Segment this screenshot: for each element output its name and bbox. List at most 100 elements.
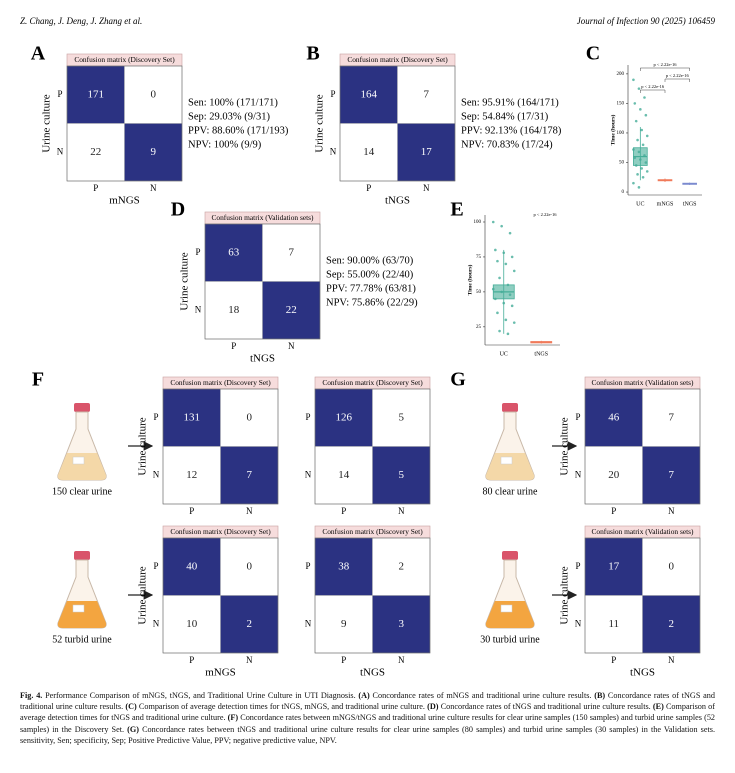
data-point bbox=[512, 321, 516, 324]
col-label: P bbox=[189, 655, 194, 665]
matrix-title: Confusion matrix (Validation sets) bbox=[591, 527, 694, 536]
col-label: P bbox=[341, 506, 346, 516]
row-label: N bbox=[575, 469, 582, 479]
caption-tag: (A) bbox=[358, 691, 370, 700]
caption-label: Fig. 4. bbox=[20, 691, 43, 700]
stat-line: Sen: 90.00% (63/70) bbox=[326, 255, 414, 266]
matrix-cell bbox=[314, 388, 373, 447]
data-point bbox=[633, 102, 637, 105]
data-point bbox=[508, 293, 512, 296]
matrix-title: Confusion matrix (Discovery Set) bbox=[322, 527, 423, 536]
matrix-cell bbox=[642, 537, 701, 596]
stat-line: Sep: 54.84% (17/31) bbox=[461, 111, 549, 122]
stat-line: NPV: 75.86% (22/29) bbox=[326, 297, 418, 308]
y-axis-label: Urine culture bbox=[314, 94, 326, 152]
matrix-cell bbox=[204, 281, 263, 340]
matrix-cell bbox=[124, 123, 183, 182]
cell-value: 22 bbox=[286, 304, 297, 316]
cell-value: 17 bbox=[421, 146, 433, 158]
stat-line: PPV: 77.78% (63/81) bbox=[326, 283, 416, 294]
matrix-cell bbox=[162, 595, 221, 654]
matrix-title: Confusion matrix (Validation sets) bbox=[591, 378, 694, 387]
y-tick-label: 50 bbox=[619, 161, 625, 166]
matrix-cell bbox=[584, 595, 643, 654]
y-tick-label: 200 bbox=[617, 72, 625, 77]
row-label: P bbox=[305, 412, 310, 422]
x-tick-label: UC bbox=[500, 351, 508, 357]
stat-line: Sep: 29.03% (9/31) bbox=[188, 111, 270, 122]
caption-tag: (E) bbox=[652, 702, 664, 712]
y-tick-label: 100 bbox=[474, 220, 482, 225]
matrix-cell bbox=[372, 388, 431, 447]
cell-value: 7 bbox=[424, 88, 430, 100]
matrix-title: Confusion matrix (Discovery Set) bbox=[170, 527, 271, 536]
stat-line: Sen: 100% (171/171) bbox=[188, 97, 278, 108]
caption-tag: (G) bbox=[127, 724, 139, 734]
caption-text: Concordance rates between tNGS and tradi… bbox=[20, 724, 715, 745]
col-label: N bbox=[246, 506, 253, 516]
matrix-cell bbox=[339, 65, 398, 124]
cell-value: 7 bbox=[289, 246, 295, 258]
data-point bbox=[641, 143, 645, 147]
col-label: P bbox=[611, 655, 616, 665]
matrix-border bbox=[204, 223, 321, 340]
data-point bbox=[636, 173, 639, 176]
data-point bbox=[502, 301, 506, 305]
matrix-border bbox=[314, 537, 431, 654]
col-label: N bbox=[150, 183, 157, 193]
matrix-border bbox=[162, 537, 279, 654]
row-label: N bbox=[330, 146, 337, 156]
x-tick-label: tNGS bbox=[534, 351, 548, 357]
cell-value: 7 bbox=[247, 469, 253, 481]
data-point bbox=[633, 156, 637, 160]
flask bbox=[57, 402, 107, 481]
y-axis-label: Urine culture bbox=[559, 417, 571, 475]
col-label: N bbox=[398, 506, 405, 516]
cell-value: 0 bbox=[247, 411, 253, 423]
cell-value: 2 bbox=[399, 560, 405, 572]
x-tick-label: mNGS bbox=[657, 201, 674, 207]
matrix-cell bbox=[339, 123, 398, 182]
stat-line: Sep: 55.00% (22/40) bbox=[326, 269, 414, 280]
p-value: p < 2.22e-16 bbox=[641, 84, 665, 89]
cell-value: 17 bbox=[608, 560, 620, 572]
col-label: P bbox=[189, 506, 194, 516]
matrix-title: Confusion matrix (Discovery Set) bbox=[74, 55, 175, 64]
flask-label: 52 turbid urine bbox=[52, 634, 112, 645]
matrix-cell bbox=[372, 537, 431, 596]
matrix-cell bbox=[372, 595, 431, 654]
matrix-cell bbox=[204, 223, 263, 282]
matrix-cell bbox=[262, 281, 321, 340]
col-label: N bbox=[668, 506, 675, 516]
x-axis-label: tNGS bbox=[630, 667, 655, 679]
y-tick-label: 25 bbox=[476, 325, 482, 330]
matrix-title: Confusion matrix (Discovery Set) bbox=[170, 378, 271, 387]
data-point bbox=[632, 148, 635, 151]
cell-value: 10 bbox=[186, 618, 198, 630]
data-point bbox=[494, 297, 497, 301]
row-label: P bbox=[330, 89, 335, 99]
col-label: N bbox=[246, 655, 253, 665]
matrix-cell bbox=[372, 446, 431, 505]
cell-value: 38 bbox=[338, 560, 350, 572]
data-point bbox=[634, 119, 638, 123]
data-point bbox=[491, 220, 495, 224]
row-label: P bbox=[575, 412, 580, 422]
caption-tag: (C) bbox=[125, 702, 137, 712]
cell-value: 7 bbox=[669, 469, 675, 481]
y-axis-label: Time (hours) bbox=[466, 265, 473, 296]
stat-line: PPV: 92.13% (164/178) bbox=[461, 125, 562, 136]
p-value: p < 2.22e-16 bbox=[666, 73, 690, 78]
cell-value: 14 bbox=[338, 469, 350, 481]
data-point bbox=[498, 276, 501, 280]
caption: Fig. 4. Performance Comparison of mNGS, … bbox=[20, 690, 715, 746]
data-point bbox=[637, 150, 641, 154]
y-axis-label: Urine culture bbox=[137, 417, 149, 475]
matrix-border bbox=[584, 388, 701, 505]
flask-label: 80 clear urine bbox=[483, 486, 539, 497]
data-point bbox=[643, 96, 646, 99]
caption-text: Comparison of average detection times fo… bbox=[136, 702, 428, 712]
cell-value: 131 bbox=[184, 411, 201, 423]
